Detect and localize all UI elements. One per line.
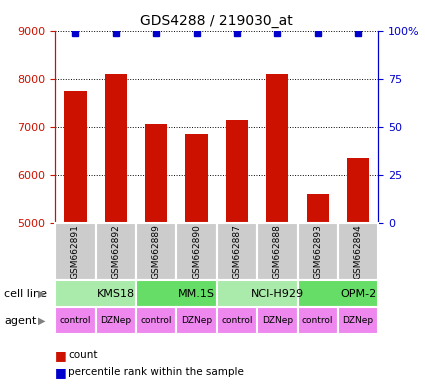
Bar xyxy=(145,124,167,384)
Text: ■: ■ xyxy=(55,366,67,379)
FancyBboxPatch shape xyxy=(136,280,217,307)
FancyBboxPatch shape xyxy=(298,223,338,280)
Bar xyxy=(226,119,248,384)
Bar xyxy=(306,194,329,384)
Text: count: count xyxy=(68,350,97,360)
Text: GSM662892: GSM662892 xyxy=(111,224,120,279)
Text: GSM662888: GSM662888 xyxy=(273,224,282,279)
Bar xyxy=(266,74,289,384)
FancyBboxPatch shape xyxy=(217,307,257,334)
Text: GSM662894: GSM662894 xyxy=(354,224,363,279)
Text: percentile rank within the sample: percentile rank within the sample xyxy=(68,367,244,377)
Text: DZNep: DZNep xyxy=(262,316,293,325)
Text: DZNep: DZNep xyxy=(181,316,212,325)
Title: GDS4288 / 219030_at: GDS4288 / 219030_at xyxy=(140,14,293,28)
Text: agent: agent xyxy=(4,316,37,326)
FancyBboxPatch shape xyxy=(176,223,217,280)
Bar xyxy=(347,158,369,384)
Text: NCI-H929: NCI-H929 xyxy=(251,289,304,299)
Text: DZNep: DZNep xyxy=(100,316,131,325)
Bar xyxy=(105,74,127,384)
FancyBboxPatch shape xyxy=(136,307,176,334)
Text: control: control xyxy=(221,316,253,325)
FancyBboxPatch shape xyxy=(96,307,136,334)
Text: KMS18: KMS18 xyxy=(97,289,135,299)
Text: MM.1S: MM.1S xyxy=(178,289,215,299)
Text: cell line: cell line xyxy=(4,289,47,299)
FancyBboxPatch shape xyxy=(217,223,257,280)
FancyBboxPatch shape xyxy=(257,223,298,280)
Text: OPM-2: OPM-2 xyxy=(340,289,376,299)
FancyBboxPatch shape xyxy=(338,307,378,334)
Text: control: control xyxy=(60,316,91,325)
FancyBboxPatch shape xyxy=(298,307,338,334)
FancyBboxPatch shape xyxy=(96,223,136,280)
FancyBboxPatch shape xyxy=(298,280,378,307)
Text: GSM662891: GSM662891 xyxy=(71,224,80,279)
Text: ▶: ▶ xyxy=(38,316,46,326)
Bar xyxy=(185,134,208,384)
Bar xyxy=(64,91,87,384)
FancyBboxPatch shape xyxy=(55,307,96,334)
Text: ▶: ▶ xyxy=(38,289,46,299)
Text: control: control xyxy=(302,316,334,325)
Text: ■: ■ xyxy=(55,349,67,362)
Text: control: control xyxy=(140,316,172,325)
Text: GSM662887: GSM662887 xyxy=(232,224,241,279)
Text: DZNep: DZNep xyxy=(343,316,374,325)
FancyBboxPatch shape xyxy=(176,307,217,334)
FancyBboxPatch shape xyxy=(55,280,136,307)
Text: GSM662890: GSM662890 xyxy=(192,224,201,279)
FancyBboxPatch shape xyxy=(136,223,176,280)
FancyBboxPatch shape xyxy=(217,280,298,307)
FancyBboxPatch shape xyxy=(257,307,298,334)
Text: GSM662889: GSM662889 xyxy=(152,224,161,279)
FancyBboxPatch shape xyxy=(338,223,378,280)
FancyBboxPatch shape xyxy=(55,223,96,280)
Text: GSM662893: GSM662893 xyxy=(313,224,322,279)
